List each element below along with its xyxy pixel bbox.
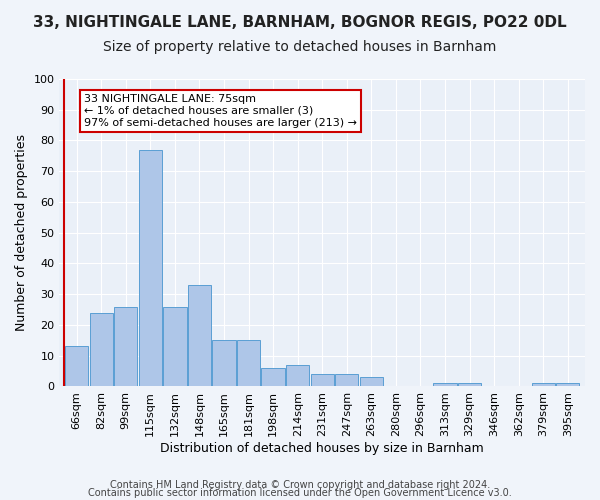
Bar <box>286 365 310 386</box>
Bar <box>89 312 113 386</box>
Bar <box>139 150 162 386</box>
Text: Contains public sector information licensed under the Open Government Licence v3: Contains public sector information licen… <box>88 488 512 498</box>
Bar <box>188 285 211 386</box>
Bar <box>311 374 334 386</box>
Bar <box>532 384 555 386</box>
Bar <box>262 368 285 386</box>
Text: 33 NIGHTINGALE LANE: 75sqm
← 1% of detached houses are smaller (3)
97% of semi-d: 33 NIGHTINGALE LANE: 75sqm ← 1% of detac… <box>84 94 357 128</box>
Bar <box>163 306 187 386</box>
Text: 33, NIGHTINGALE LANE, BARNHAM, BOGNOR REGIS, PO22 0DL: 33, NIGHTINGALE LANE, BARNHAM, BOGNOR RE… <box>33 15 567 30</box>
Text: Contains HM Land Registry data © Crown copyright and database right 2024.: Contains HM Land Registry data © Crown c… <box>110 480 490 490</box>
Bar <box>114 306 137 386</box>
Bar <box>212 340 236 386</box>
Bar <box>433 384 457 386</box>
Bar <box>359 377 383 386</box>
Text: Size of property relative to detached houses in Barnham: Size of property relative to detached ho… <box>103 40 497 54</box>
Bar <box>335 374 358 386</box>
Bar <box>237 340 260 386</box>
Bar <box>458 384 481 386</box>
X-axis label: Distribution of detached houses by size in Barnham: Distribution of detached houses by size … <box>160 442 484 455</box>
Y-axis label: Number of detached properties: Number of detached properties <box>15 134 28 331</box>
Bar <box>556 384 580 386</box>
Bar <box>65 346 88 387</box>
